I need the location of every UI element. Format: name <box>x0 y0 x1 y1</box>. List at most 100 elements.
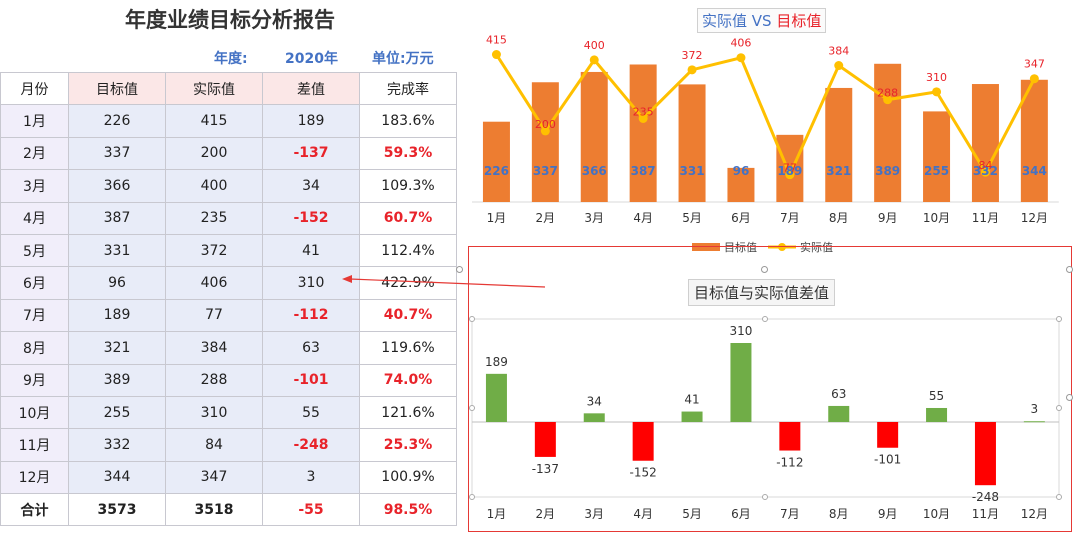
target-value-label: 344 <box>1022 164 1047 178</box>
table-row: 7月 189 77 -112 40.7% <box>0 298 457 333</box>
target-value-label: 387 <box>631 164 656 178</box>
difference-bar <box>926 407 948 422</box>
target-bar <box>580 71 608 203</box>
total-target: 3573 <box>68 493 166 527</box>
cell-actual: 310 <box>165 395 263 430</box>
x-tick-label: 2月 <box>536 507 556 521</box>
cell-actual: 400 <box>165 169 263 203</box>
cell-target: 389 <box>68 363 166 397</box>
target-bar <box>727 167 755 202</box>
difference-bar <box>974 422 996 486</box>
x-tick-label: 5月 <box>682 507 702 521</box>
cell-target: 255 <box>68 395 166 430</box>
x-tick-label: 11月 <box>972 211 999 225</box>
legend-marker-actual <box>778 243 786 251</box>
cell-diff: 34 <box>262 169 360 203</box>
difference-bar <box>632 422 654 461</box>
target-bar <box>531 82 559 202</box>
actual-value-label: 310 <box>926 71 947 84</box>
actual-point <box>589 55 599 65</box>
resize-handle-right-middle[interactable] <box>1066 394 1073 401</box>
actual-point <box>638 114 648 123</box>
target-bar <box>874 63 902 202</box>
annotation-arrow-line <box>349 278 546 288</box>
plot-area-handle <box>469 316 475 322</box>
target-value-label: 389 <box>875 164 900 178</box>
target-value-label: 189 <box>777 164 802 178</box>
year-label: 年度: <box>214 51 248 67</box>
target-value-label: 332 <box>973 164 998 178</box>
total-rate: 98.5% <box>359 493 457 527</box>
difference-value-label: -248 <box>972 490 999 504</box>
actual-value-label: 347 <box>1024 58 1045 71</box>
cell-diff: 3 <box>262 460 360 495</box>
actual-point <box>540 126 550 136</box>
plot-area-handle <box>1056 494 1062 500</box>
actual-value-label: 372 <box>682 49 703 62</box>
cell-month: 6月 <box>0 266 69 300</box>
cell-actual: 288 <box>165 363 263 397</box>
total-actual: 3518 <box>165 493 263 527</box>
target-value-label: 96 <box>733 164 750 178</box>
actual-point <box>932 87 942 97</box>
cell-actual: 372 <box>165 233 263 268</box>
difference-bar <box>877 422 899 448</box>
target-bar <box>482 121 510 202</box>
plot-area-handle <box>469 405 475 411</box>
difference-bar <box>1023 421 1045 423</box>
table-row: 6月 96 406 310 422.9% <box>0 266 457 300</box>
x-tick-label: 6月 <box>731 211 751 225</box>
chart1-legend: 目标值 实际值 <box>692 240 833 254</box>
year-value: 2020年 <box>285 51 338 67</box>
difference-bar <box>779 422 801 451</box>
cell-actual: 84 <box>165 428 263 462</box>
cell-diff: -137 <box>262 136 360 171</box>
target-bar <box>678 84 706 202</box>
cell-rate: 119.6% <box>359 331 457 365</box>
chart2-title: 目标值与实际值差值 <box>688 279 836 306</box>
cell-rate: 183.6% <box>359 104 457 138</box>
actual-line <box>495 53 1036 179</box>
cell-actual: 77 <box>165 298 263 333</box>
x-tick-label: 10月 <box>923 211 950 225</box>
cell-target: 337 <box>68 136 166 171</box>
actual-point <box>785 170 795 180</box>
performance-table: 月份 目标值 实际值 差值 完成率 1月 226 415 189 183.6% 2月 337… <box>0 71 457 527</box>
difference-value-label: 310 <box>729 324 752 338</box>
unit-label: 单位:万元 <box>372 51 434 67</box>
resize-handle-left[interactable] <box>456 266 463 273</box>
legend-label-actual: 实际值 <box>800 240 833 254</box>
x-tick-label: 3月 <box>584 211 604 225</box>
difference-value-label: -112 <box>776 456 803 470</box>
difference-bar <box>485 373 507 422</box>
resize-handle-top[interactable] <box>761 266 768 273</box>
actual-value-label: 406 <box>730 37 751 50</box>
difference-value-label: 189 <box>485 355 508 369</box>
cell-month: 7月 <box>0 298 69 333</box>
cell-rate: 40.7% <box>359 298 457 333</box>
cell-target: 321 <box>68 331 166 365</box>
plot-area-handle <box>762 316 768 322</box>
x-tick-label: 11月 <box>972 507 999 521</box>
plot-area-handle <box>1056 405 1062 411</box>
difference-value-label: 3 <box>1031 402 1039 416</box>
target-value-label: 255 <box>924 164 949 178</box>
cell-target: 387 <box>68 201 166 235</box>
cell-diff: 310 <box>262 266 360 300</box>
actual-point <box>1029 74 1039 84</box>
actual-point <box>491 50 501 60</box>
cell-month: 2月 <box>0 136 69 171</box>
x-tick-label: 7月 <box>780 211 800 225</box>
table-row: 8月 321 384 63 119.6% <box>0 331 457 365</box>
report-title: 年度业绩目标分析报告 <box>125 8 335 32</box>
difference-bar <box>828 405 850 422</box>
actual-point <box>736 53 746 63</box>
resize-handle-right[interactable] <box>1066 266 1073 273</box>
cell-rate: 74.0% <box>359 363 457 397</box>
cell-actual: 406 <box>165 266 263 300</box>
cell-target: 366 <box>68 169 166 203</box>
x-tick-label: 8月 <box>829 211 849 225</box>
cell-month: 1月 <box>0 104 69 138</box>
x-tick-label: 1月 <box>487 211 507 225</box>
cell-diff: -101 <box>262 363 360 397</box>
